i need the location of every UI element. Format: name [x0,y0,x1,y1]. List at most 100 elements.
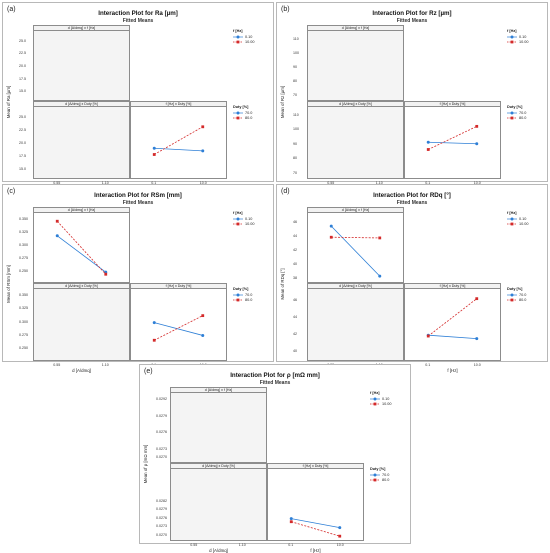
legend-item-label: 70.0 [245,110,253,115]
y-tick-label: 90 [293,64,297,69]
chart-subtitle: Fitted Means [259,380,291,386]
series-line-2 [56,220,107,275]
legend-legend_bot: Duty [%] 70.0 80.0 [507,287,526,302]
legend-item: 70.0 [507,292,526,297]
y-tick-label: 20.0 [19,64,26,68]
series-line-1 [154,147,203,152]
legend-marker [236,40,240,43]
legend-item-label: 70.0 [519,292,527,297]
data-point [426,334,430,338]
bottom-right-panel [267,463,364,541]
bottom-left-panel [170,463,267,541]
chart-subtitle: Fitted Means [396,18,428,24]
x-axis-label: d [A/dmq] [72,368,91,373]
series-line-1 [428,334,477,339]
y-tick-label: 100 [293,50,299,55]
y-tick-label: 42 [293,331,297,336]
series-line-2 [291,521,340,537]
x-tick-label: 0.55 [327,181,335,185]
legend-legend_top: f [Hz] 0.10 10.00 [507,29,529,44]
y-tick-label: 110 [293,36,299,41]
y-tick-label: 70 [293,92,297,97]
strip-label: f [Hz] x Duty [%] [267,463,364,469]
y-tick-label: 15.0 [19,167,26,172]
x-tick-label: 0.55 [53,181,61,185]
legend-item: 0.10 [233,34,255,39]
bottom-right-panel [130,101,227,179]
series-line-1 [154,322,203,336]
strip-label: d [A/dmq] x f [Hz] [33,207,130,213]
legend-item: 80.0 [233,115,252,120]
legend-item: 10.00 [507,39,529,44]
data-point [152,338,156,342]
data-point [475,142,479,146]
x-tick-label: 0.1 [425,363,431,367]
y-tick-label: 44 [293,314,297,319]
y-tick-label: 0.350 [19,292,28,297]
legend-item-label: 70.0 [245,292,253,297]
x-tick-label: 10.0 [199,181,207,185]
top-left-panel [170,387,267,463]
top-left-panel [33,25,130,101]
bottom-left-panel [307,283,404,361]
strip-label: d [A/dmq] x Duty [%] [307,101,404,107]
y-tick-label: 80 [293,156,297,161]
legend-legend_bot: Duty [%] 70.0 80.0 [507,105,526,120]
data-point [378,236,382,240]
legend-item-label: 10.00 [245,39,255,44]
legend-item-label: 10.00 [519,221,529,226]
legend-legend_top: f [Hz] 0.10 10.00 [370,391,392,406]
legend-title: f [Hz] [233,29,243,33]
y-tick-label: 20.0 [19,141,26,145]
legend-item: 80.0 [370,477,389,482]
data-point [201,125,205,129]
x-axis-label: d [A/dmq] [209,548,228,553]
data-point [338,534,342,538]
legend-title: Duty [%] [507,105,523,109]
top-left-panel [33,207,130,283]
data-point [475,124,479,128]
legend-title: Duty [%] [507,287,523,291]
y-tick-label: 0.250 [19,346,28,351]
legend-swatch [233,298,243,301]
y-tick-label: 0.325 [19,229,28,234]
x-axis-label: f [Hz] [447,368,458,373]
legend-item-label: 70.0 [382,472,390,477]
strip-label: d [A/dmq] x f [Hz] [307,25,404,31]
legend-marker [510,116,514,119]
data-point [426,140,430,144]
legend-item-label: 80.0 [382,477,390,482]
legend-item-label: 0.10 [245,216,253,221]
legend-item: 70.0 [507,110,526,115]
legend-item: 0.10 [507,34,529,39]
legend-swatch [233,40,243,43]
chart-title: Interaction Plot for RSm [mm] [94,192,182,199]
data-point [152,153,156,156]
strip-label: d [A/dmq] x f [Hz] [170,387,267,393]
y-tick-label: 110 [293,112,299,117]
x-tick-label: 1.10 [101,363,109,367]
y-axis-label: Mean of Ra [µm] [6,85,11,119]
legend-item-label: 80.0 [245,297,253,302]
bottom-right-plot [426,297,479,341]
legend-legend_bot: Duty [%] 70.0 80.0 [233,105,252,120]
chart-panel-2: (b) Interaction Plot for Rz [µm] Fitted Me… [276,2,548,191]
legend-legend_top: f [Hz] 0.10 10.00 [233,211,255,226]
y-tick-label: 80 [293,78,297,83]
y-tick-label: 42 [293,247,297,252]
legend-swatch [370,473,380,476]
legend-swatch [233,222,243,225]
legend-title: Duty [%] [233,105,249,109]
series-line-2 [154,315,203,341]
legend-item: 10.00 [233,39,255,44]
strip-label: f [Hz] x Duty [%] [404,283,501,289]
legend-item: 10.00 [507,221,529,226]
data-point [201,333,205,337]
strip-label: d [A/dmq] x Duty [%] [33,283,130,289]
legend-legend_bot: Duty [%] 70.0 80.0 [233,287,252,302]
y-axis-label: Mean of RDq [°] [280,268,285,300]
legend-marker [236,35,240,38]
legend-marker [236,111,240,114]
legend-swatch [507,111,517,114]
legend-swatch [507,293,517,296]
